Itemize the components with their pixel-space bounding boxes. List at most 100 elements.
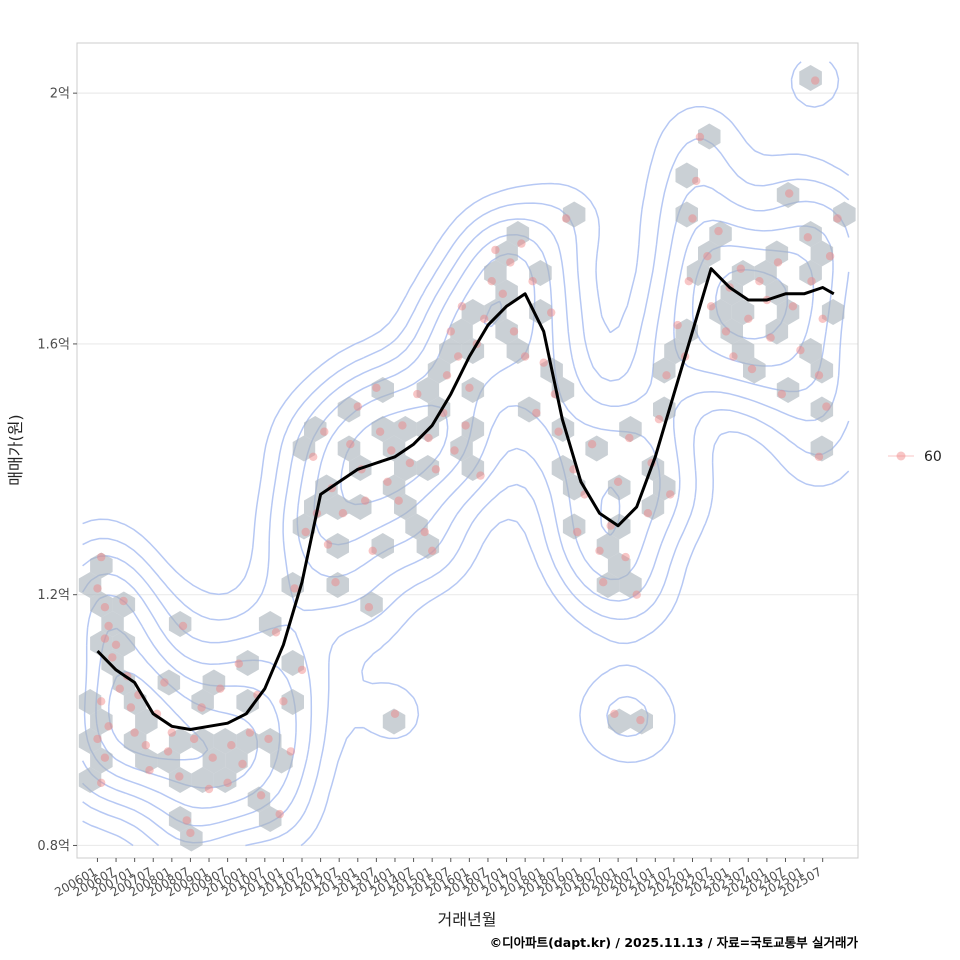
hexbin-cell bbox=[495, 279, 518, 306]
scatter-point bbox=[613, 477, 623, 486]
hexbin-cell bbox=[292, 435, 316, 462]
scatter-point bbox=[375, 427, 385, 436]
scatter-point bbox=[509, 327, 519, 336]
scatter-point bbox=[599, 578, 608, 587]
hexbin-cell bbox=[698, 240, 721, 267]
hexbin-cell bbox=[78, 689, 102, 715]
scatter-point bbox=[297, 665, 307, 675]
hexbin-cell bbox=[754, 260, 777, 286]
scatter-point bbox=[673, 320, 682, 330]
scatter-point bbox=[405, 458, 415, 468]
hexbin-cell bbox=[731, 299, 755, 325]
scatter-point bbox=[424, 433, 433, 443]
scatter-point bbox=[528, 277, 537, 286]
hexbin-cell bbox=[213, 767, 237, 793]
scatter-point bbox=[256, 791, 266, 800]
scatter-point bbox=[766, 333, 775, 342]
hexbin-cell bbox=[506, 221, 530, 247]
hexbin-cell bbox=[562, 201, 586, 228]
hexbin-cell bbox=[405, 513, 428, 540]
trend-line-layer bbox=[96, 267, 835, 731]
hexbin-cell bbox=[833, 201, 856, 228]
scatter-point bbox=[666, 490, 675, 499]
panel-border bbox=[76, 42, 859, 859]
hexbin-cell bbox=[326, 533, 349, 559]
scatter-point bbox=[390, 709, 400, 718]
scatter-point bbox=[744, 314, 753, 323]
hexbin-cell bbox=[281, 650, 304, 676]
hexbin-cell bbox=[135, 747, 158, 774]
hexbin-cell bbox=[270, 747, 293, 774]
scatter-point bbox=[178, 621, 188, 631]
hexbin-cell bbox=[619, 572, 642, 598]
hexbin-cell bbox=[416, 455, 440, 481]
scatter-point bbox=[163, 747, 173, 756]
hexbin-cell bbox=[461, 455, 485, 481]
hexbin-cell bbox=[653, 357, 676, 384]
hexbin-cell bbox=[585, 435, 608, 462]
hexbin-cell bbox=[292, 513, 316, 540]
hexbin-cell bbox=[326, 494, 349, 520]
scatter-point bbox=[662, 371, 671, 380]
scatter-point bbox=[554, 427, 563, 436]
hexbin-cell bbox=[776, 182, 800, 208]
scatter-point bbox=[208, 753, 217, 762]
hexbin-cell bbox=[236, 689, 259, 715]
hexbin-cell bbox=[743, 357, 766, 384]
hexbin-cell bbox=[810, 435, 834, 462]
hexbin-cell bbox=[562, 513, 586, 540]
scatter-point bbox=[561, 214, 571, 223]
y-tick-label: 1.2억 bbox=[37, 588, 70, 603]
scatter-point bbox=[108, 653, 117, 662]
hexbin-cell bbox=[304, 416, 327, 442]
hexbin-cell bbox=[461, 377, 485, 403]
hexbin-cell bbox=[326, 572, 349, 598]
density-contour bbox=[82, 61, 850, 847]
hexbin-cell bbox=[394, 416, 417, 442]
hexbin-cell bbox=[765, 318, 789, 345]
source-caption: ©디아파트(dapt.kr) / 2025.11.13 / 자료=국토교통부 실… bbox=[490, 935, 859, 950]
hexbin-cell bbox=[168, 767, 192, 793]
scatter-point bbox=[654, 415, 664, 424]
scatter-point bbox=[115, 684, 125, 693]
scatter-point bbox=[736, 264, 745, 273]
scatter-point bbox=[573, 527, 582, 537]
hexbin-cell bbox=[394, 494, 417, 520]
scatter-point bbox=[364, 603, 374, 612]
scatter-point bbox=[692, 176, 701, 186]
scatter-point bbox=[517, 239, 526, 248]
scatter-point bbox=[595, 546, 604, 555]
hexbin-cell bbox=[720, 318, 743, 345]
hexbin-cell bbox=[157, 747, 181, 774]
scatter-point bbox=[223, 778, 232, 787]
scatter-point bbox=[290, 584, 299, 593]
scatter-point bbox=[286, 747, 295, 756]
hexbin-cell bbox=[765, 240, 789, 267]
scatter-point bbox=[807, 277, 816, 286]
hexbin-layer bbox=[78, 65, 856, 852]
scatter-point bbox=[100, 753, 110, 762]
scatter-point bbox=[457, 302, 467, 311]
hexbin-cell bbox=[90, 630, 113, 657]
hexbin-cell bbox=[675, 318, 698, 345]
hexbin-cell bbox=[484, 260, 507, 286]
hexbin-cell bbox=[450, 318, 473, 345]
hexbin-cell bbox=[382, 474, 406, 501]
scatter-point bbox=[446, 327, 455, 336]
hexbin-cell bbox=[821, 299, 845, 325]
hexbin-cell bbox=[78, 572, 102, 598]
hexbin-cell bbox=[90, 552, 113, 579]
trend-line bbox=[96, 267, 835, 731]
hexbin-cell bbox=[506, 338, 530, 364]
scatter-point bbox=[204, 784, 214, 794]
scatter-point bbox=[803, 233, 812, 242]
scatter-point bbox=[487, 277, 496, 286]
scatter-point bbox=[688, 214, 697, 223]
hexbin-cell bbox=[664, 338, 687, 364]
scatter-point bbox=[234, 659, 243, 668]
scatter-point bbox=[93, 734, 102, 744]
hexbin-cell bbox=[371, 377, 394, 403]
scatter-point bbox=[621, 552, 630, 562]
scatter-point bbox=[279, 697, 288, 706]
